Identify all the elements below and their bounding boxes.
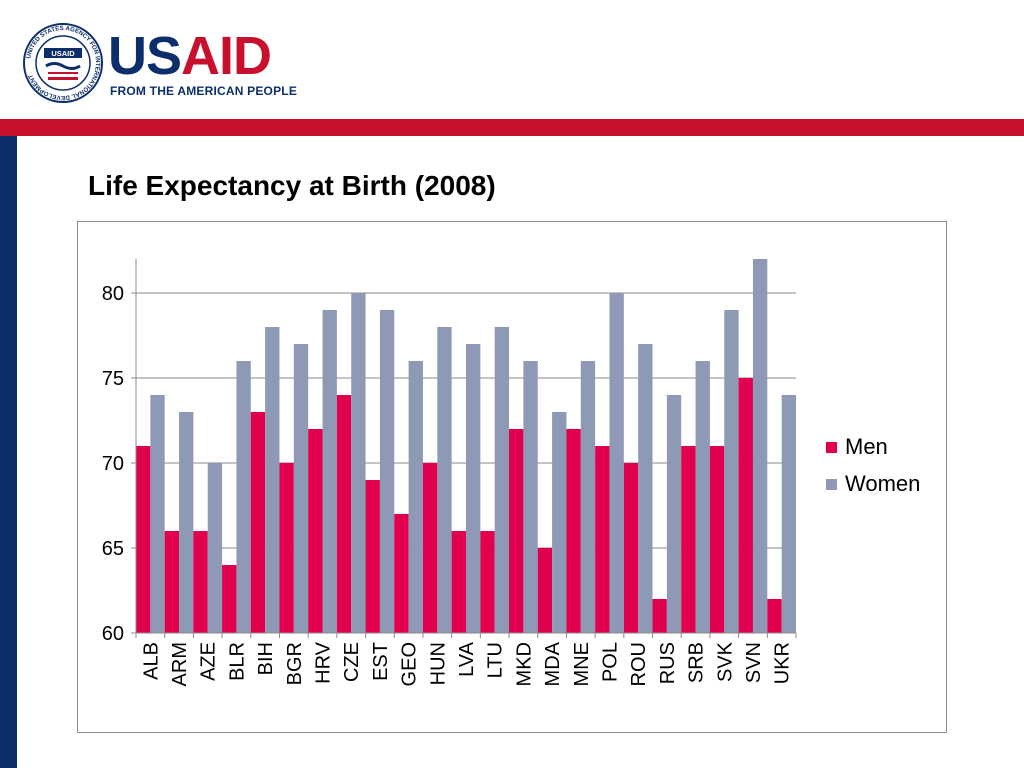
bar-women-hrv	[322, 310, 337, 633]
bar-women-hun	[437, 327, 452, 633]
bar-women-aze	[207, 463, 223, 633]
svg-text:USAID: USAID	[51, 49, 75, 58]
bar-men-mda	[537, 548, 553, 633]
bar-women-mne	[580, 361, 596, 633]
bar-women-bih	[265, 327, 280, 633]
y-tick-label: 60	[102, 623, 124, 645]
bar-men-aze	[193, 531, 208, 633]
bar-women-blr	[236, 361, 251, 633]
x-tick-label: HRV	[313, 641, 335, 684]
bar-men-blr	[222, 565, 237, 633]
bar-women-alb	[150, 395, 165, 633]
bar-women-geo	[408, 361, 423, 633]
x-tick-label: POL	[599, 642, 621, 682]
bar-women-svk	[724, 310, 739, 633]
bar-men-bgr	[279, 463, 294, 633]
x-tick-label: MNE	[571, 642, 593, 686]
slide-title: Life Expectancy at Birth (2008)	[88, 170, 496, 201]
bar-men-arm	[164, 531, 180, 633]
bar-women-mda	[552, 412, 567, 633]
x-tick-label: BIH	[255, 642, 277, 675]
bar-men-svn	[738, 378, 753, 633]
chart-container: 60 65 70 75 80 ALB ARM AZE BLR BIH BGR HRV CZE EST GEO…	[77, 221, 947, 733]
x-tick-label: UKR	[772, 642, 794, 684]
usaid-tagline: FROM THE AMERICAN PEOPLE	[110, 84, 298, 98]
y-tick-label: 75	[102, 368, 124, 390]
x-tick-label: BLR	[226, 642, 248, 681]
x-tick-label: HUN	[427, 642, 449, 685]
header-divider-bar	[0, 119, 1024, 136]
bar-women-rus	[666, 395, 682, 633]
x-tick-label: GEO	[399, 642, 421, 686]
legend-label-men: Men	[845, 434, 888, 459]
x-tick-label: LTU	[485, 642, 507, 678]
bar-men-ukr	[767, 599, 782, 633]
bar-men-mkd	[509, 429, 524, 633]
bar-men-pol	[595, 446, 610, 633]
bar-women-ukr	[781, 395, 796, 633]
x-tick-label: LVA	[456, 641, 478, 676]
x-tick-label: SRB	[686, 642, 708, 683]
bar-women-lva	[466, 344, 481, 633]
bar-women-cze	[351, 293, 366, 633]
x-tick-label: MDA	[542, 641, 564, 686]
bar-men-ltu	[480, 531, 495, 633]
bar-women-svn	[752, 259, 768, 633]
bar-women-bgr	[293, 344, 309, 633]
bar-men-srb	[681, 446, 696, 633]
x-tick-label: AZE	[198, 642, 220, 681]
bar-men-rou	[623, 463, 639, 633]
bar-men-mne	[566, 429, 581, 633]
usaid-logo: UNITED STATES AGENCY FOR INTERNATIONAL D…	[22, 22, 302, 107]
bar-men-rus	[652, 599, 667, 633]
bar-women-mkd	[523, 361, 538, 633]
x-tick-label: BGR	[284, 642, 306, 685]
x-tick-label: ROU	[628, 642, 650, 686]
x-tick-label: CZE	[341, 642, 363, 682]
bar-women-pol	[609, 293, 624, 633]
legend-swatch-women	[826, 479, 837, 490]
bar-men-geo	[394, 514, 409, 633]
bar-men-bih	[250, 412, 266, 633]
x-tick-label: ARM	[169, 642, 191, 686]
bar-men-lva	[451, 531, 466, 633]
bar-women-arm	[179, 412, 194, 633]
x-tick-label: SVK	[714, 641, 736, 682]
bar-men-cze	[336, 395, 352, 633]
y-tick-label: 70	[102, 453, 124, 475]
bar-men-est	[365, 480, 380, 633]
x-tick-label: EST	[370, 642, 392, 681]
wordmark-us: US	[108, 26, 182, 86]
bar-men-alb	[136, 446, 151, 633]
x-tick-label: ALB	[140, 642, 162, 680]
legend-label-women: Women	[845, 471, 920, 496]
usaid-wordmark: USAID	[108, 26, 272, 86]
bar-men-hun	[422, 463, 438, 633]
wordmark-aid: AID	[181, 26, 272, 86]
bar-women-srb	[695, 361, 710, 633]
bar-women-ltu	[494, 327, 510, 633]
legend-swatch-men	[826, 442, 837, 453]
y-tick-label: 80	[102, 283, 124, 305]
life-expectancy-chart: 60 65 70 75 80 ALB ARM AZE BLR BIH BGR HRV CZE EST GEO…	[102, 259, 920, 686]
x-tick-label: RUS	[657, 642, 679, 684]
bar-men-svk	[709, 446, 725, 633]
usaid-seal-icon: UNITED STATES AGENCY FOR INTERNATIONAL D…	[23, 23, 103, 103]
x-tick-label: MKD	[513, 642, 535, 686]
left-accent-bar	[0, 136, 17, 768]
bar-women-rou	[638, 344, 653, 633]
y-tick-label: 65	[102, 538, 124, 560]
x-tick-label: SVN	[743, 642, 765, 683]
bar-women-est	[379, 310, 395, 633]
bar-men-hrv	[308, 429, 323, 633]
